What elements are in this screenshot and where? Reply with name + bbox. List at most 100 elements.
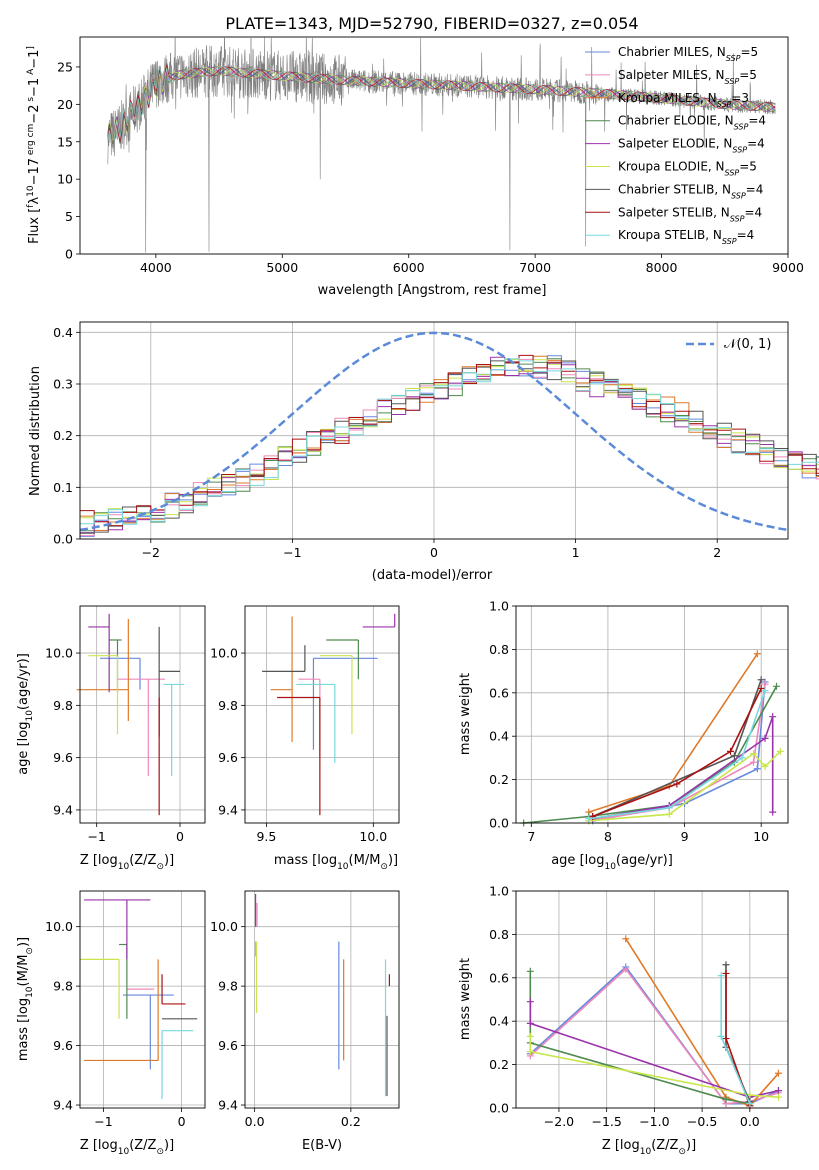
spectrum-model-line	[107, 65, 776, 149]
spectrum-model-line	[107, 63, 776, 145]
age_vs_mass-xlabel-part: mass [log	[274, 853, 337, 868]
x-tick-label: 8	[604, 829, 612, 844]
x-tick-label: 9.5	[256, 829, 276, 844]
legend-nssp-value: =3	[731, 91, 749, 105]
mass-weight-marker	[722, 1035, 730, 1043]
x-tick-label: 5000	[266, 260, 298, 275]
legend-nssp-value: =4	[746, 182, 764, 196]
spectrum-ylabel: Flux [fλ10−17 erg cm−2 s−1 A−1]	[26, 46, 42, 244]
spectrum-ylabel-part: −1	[27, 78, 42, 97]
age_vs_Z-axes: −1 0 9.4 9.6 9.8 10.0	[45, 605, 206, 844]
legend-ssp-sub: SSP	[734, 122, 749, 131]
age_vs_Z-xlabel-part: 10	[118, 862, 130, 872]
x-tick-label: −1.5	[591, 1114, 621, 1129]
mass-weight-marker	[722, 969, 730, 977]
y-tick-label: 20	[57, 97, 73, 112]
mass-weight-marker	[722, 1095, 730, 1103]
histogram-step	[80, 356, 819, 534]
spectrum-ylabel-part: Flux [	[27, 208, 42, 244]
y-tick-label: 0.0	[489, 816, 509, 831]
mass-weight-marker	[526, 1032, 534, 1040]
mass_vs_Z-ylabel-part: mass [log	[16, 998, 31, 1061]
mass-weight-marker	[585, 815, 593, 823]
spectrum-ylabel-part: λ	[27, 197, 42, 205]
x-tick-label: 2	[713, 545, 721, 560]
spectrum-plot	[107, 37, 776, 253]
massweight_vs_Z-xlabel-part: (Z/Z	[651, 1138, 678, 1153]
mass_vs_Z-xlabel-part: ⊙	[156, 1147, 164, 1157]
mass-weight-line	[588, 690, 766, 820]
age_vs_Z-xlabel-part: Z [log	[80, 853, 118, 868]
mass-weight-marker	[526, 1048, 534, 1056]
legend-model-name: Salpeter STELIB, N	[618, 205, 730, 219]
legend-model-name: Kroupa MILES, N	[618, 91, 717, 105]
age_vs_Z-ylabel-part: 10	[25, 710, 35, 722]
mass_vs_Z-ylabel-part: ⊙	[25, 947, 35, 955]
spectrum-model-line	[107, 66, 776, 141]
spectrum-data-line	[107, 37, 776, 253]
age_vs_Z-xlabel-part: (Z/Z	[129, 853, 156, 868]
residuals-ylabel: Normed distribution	[28, 366, 43, 496]
y-tick-label: 0.0	[489, 1101, 509, 1116]
mass-weight-marker	[761, 687, 769, 695]
age_vs_Z-ylabel-part: (age/yr)]	[16, 653, 31, 710]
mass-weight-marker	[665, 804, 673, 812]
legend-nssp-value: =4	[748, 114, 766, 128]
y-tick-label: 9.6	[53, 750, 73, 765]
x-tick-label: −1	[87, 829, 105, 844]
y-tick-label: 9.4	[53, 1098, 73, 1113]
mass-weight-marker	[622, 935, 630, 943]
y-tick-label: 9.8	[53, 979, 73, 994]
y-tick-label: 0	[65, 247, 73, 262]
spectrum-ylabel-part: 10	[26, 185, 36, 197]
mass-weight-marker	[753, 765, 761, 773]
mass-weight-marker	[746, 1100, 754, 1108]
massweight_vs_Z-axes: −2.0 −1.5 −1.0 −0.5 0.0 0.0 0.2 0.4 0.6 0.8 1.0	[489, 884, 789, 1129]
legend-nssp-value: =4	[747, 137, 765, 151]
massweight_vs_Z-ylabel: mass weight	[458, 958, 473, 1040]
mass-weight-marker	[757, 676, 765, 684]
legend-nssp-value: =4	[737, 228, 755, 242]
mass-weight-line	[588, 683, 766, 822]
mass-weight-marker	[622, 965, 630, 973]
spectrum-axes: 4000 5000 6000 7000 8000 9000 0 5 10 15 20 25	[57, 36, 804, 275]
histogram-step	[80, 360, 819, 534]
age_vs_mass-xlabel-part: 10	[337, 862, 349, 872]
massweight_vs_Z-xlabel-part: 10	[640, 1147, 652, 1157]
massweight_vs_age-axes: 7 8 9 10 0.0 0.2 0.4 0.6 0.8 1.0	[489, 599, 789, 844]
massweight_vs_Z-xlabel-part: ⊙	[678, 1147, 686, 1157]
mass-weight-line	[592, 679, 762, 818]
axes-frame	[515, 890, 789, 1109]
y-tick-label: 0.4	[489, 1014, 509, 1029]
y-tick-label: 0.6	[489, 970, 509, 985]
x-tick-label: 7000	[519, 260, 551, 275]
y-tick-label: 1.0	[489, 599, 509, 614]
y-tick-label: 0.1	[53, 480, 73, 495]
massweight_vs_age-xlabel: age [log10(age/yr)]	[551, 853, 673, 872]
x-tick-label: −2	[142, 545, 160, 560]
gaussian-curve	[79, 331, 789, 532]
y-tick-label: 9.4	[53, 802, 73, 817]
legend-nssp-value: =5	[739, 68, 757, 82]
mass-weight-marker	[526, 998, 534, 1006]
legend-label: Chabrier STELIB, NSSP=4	[618, 182, 763, 200]
x-tick-label: −0.5	[687, 1114, 717, 1129]
spectrum-model-line	[107, 66, 776, 145]
y-tick-label: 0.8	[489, 927, 509, 942]
y-tick-label: 9.8	[53, 698, 73, 713]
x-tick-label: −1	[283, 545, 301, 560]
chart-layer: 4000 5000 6000 7000 8000 90000510152025wavele…	[16, 36, 819, 1157]
spectrum-ylabel-part: −17	[27, 158, 42, 185]
spectrum-ylabel-part: −1	[27, 50, 42, 69]
age_vs_Z-ylabel-part: age [log	[16, 722, 31, 775]
legend-label: Chabrier MILES, NSSP=5	[618, 45, 758, 63]
massweight_vs_Z-xlabel-part: )]	[686, 1138, 696, 1153]
mass-weight-line	[529, 1036, 779, 1098]
spectrum-xlabel: wavelength [Angstrom, rest frame]	[318, 283, 547, 298]
mass-weight-line	[592, 688, 762, 818]
spectrum-model-line	[107, 65, 776, 150]
mass-weight-marker	[761, 680, 769, 688]
mass-weight-marker	[738, 754, 746, 762]
y-tick-label: 0.3	[53, 377, 73, 392]
